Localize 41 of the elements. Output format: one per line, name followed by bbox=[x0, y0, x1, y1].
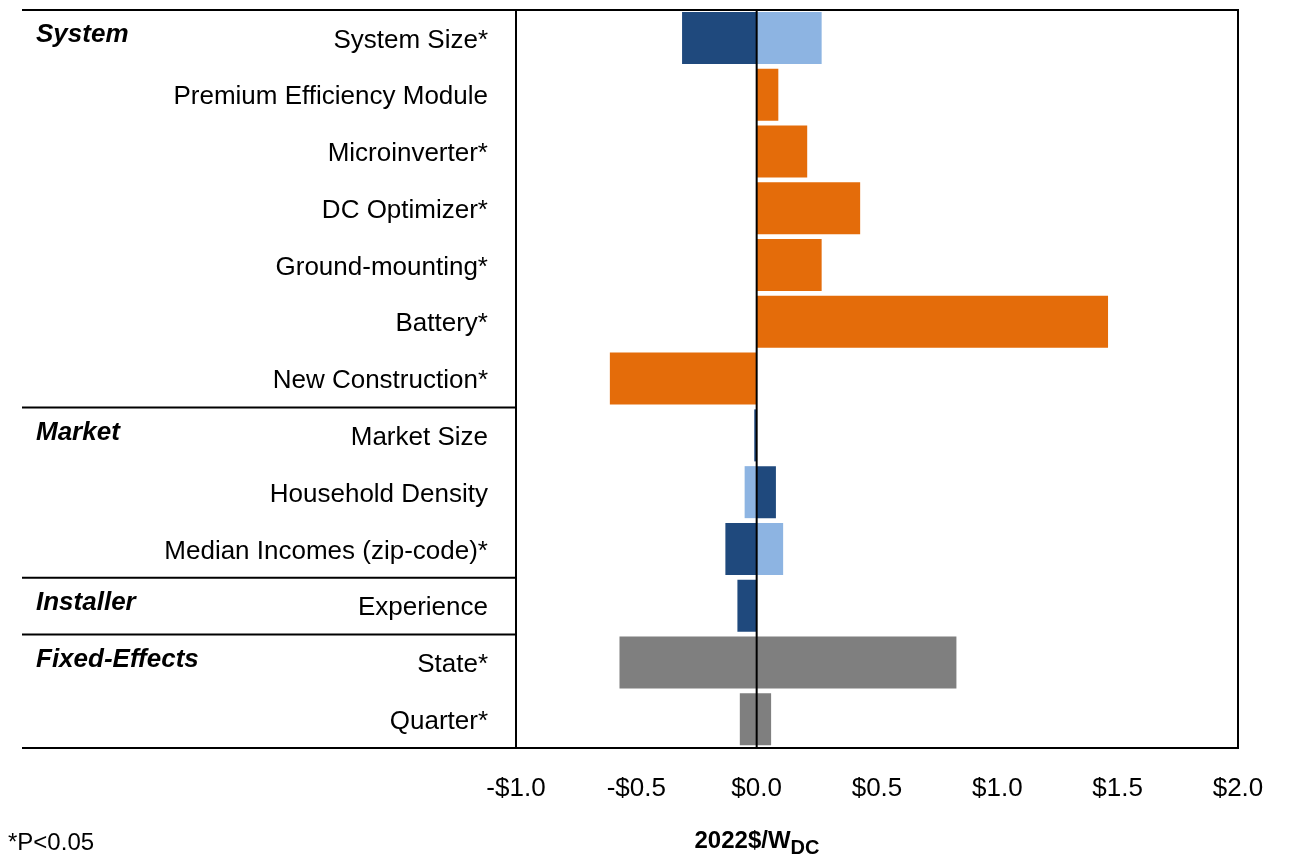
x-tick-label: $2.0 bbox=[1212, 772, 1264, 803]
x-tick-label: $0.5 bbox=[851, 772, 903, 803]
x-tick-label: $1.0 bbox=[972, 772, 1023, 803]
text: System bbox=[36, 18, 129, 49]
y-tick-label: Experience bbox=[357, 591, 488, 622]
y-tick-label: Premium Efficiency Module bbox=[173, 80, 488, 111]
y-tick-label: Household Density bbox=[269, 477, 488, 508]
bar bbox=[725, 522, 757, 575]
text: Fixed-Effects bbox=[36, 642, 199, 673]
y-tick-label: Battery* bbox=[395, 307, 488, 338]
text: Market bbox=[36, 415, 122, 446]
x-tick-label: $0.0 bbox=[731, 772, 782, 803]
y-tick-label: Microinverter* bbox=[327, 137, 488, 168]
bar bbox=[737, 579, 757, 632]
bar bbox=[756, 239, 822, 292]
x-tick-label: -$0.5 bbox=[606, 772, 666, 803]
bar bbox=[682, 12, 757, 64]
y-tick-label: Ground-mounting* bbox=[275, 250, 488, 281]
y-tick-label: DC Optimizer* bbox=[321, 193, 488, 224]
bar bbox=[756, 125, 808, 178]
bar bbox=[756, 182, 861, 235]
y-tick-label: Median Incomes (zip-code)* bbox=[164, 534, 488, 565]
bar bbox=[609, 352, 757, 405]
bar bbox=[756, 295, 1109, 348]
y-tick-label: New Construction* bbox=[272, 364, 488, 395]
text: Installer bbox=[36, 586, 138, 617]
bar bbox=[756, 12, 822, 64]
y-tick-label: State* bbox=[417, 648, 488, 679]
text: *P<0.05 bbox=[8, 828, 95, 856]
y-tick-label: System Size* bbox=[333, 23, 488, 54]
bar bbox=[739, 693, 772, 746]
y-tick-label: Market Size bbox=[350, 421, 488, 451]
bar bbox=[756, 522, 784, 575]
x-tick-label: -$1.0 bbox=[486, 772, 546, 803]
bar bbox=[756, 68, 779, 121]
x-axis-title: 2022$/W$_{DC}$ bbox=[694, 826, 820, 859]
bar bbox=[756, 466, 776, 519]
bar bbox=[744, 466, 757, 519]
y-tick-label: Quarter* bbox=[389, 704, 488, 735]
bar bbox=[619, 636, 957, 689]
x-tick-label: $1.5 bbox=[1092, 772, 1143, 803]
